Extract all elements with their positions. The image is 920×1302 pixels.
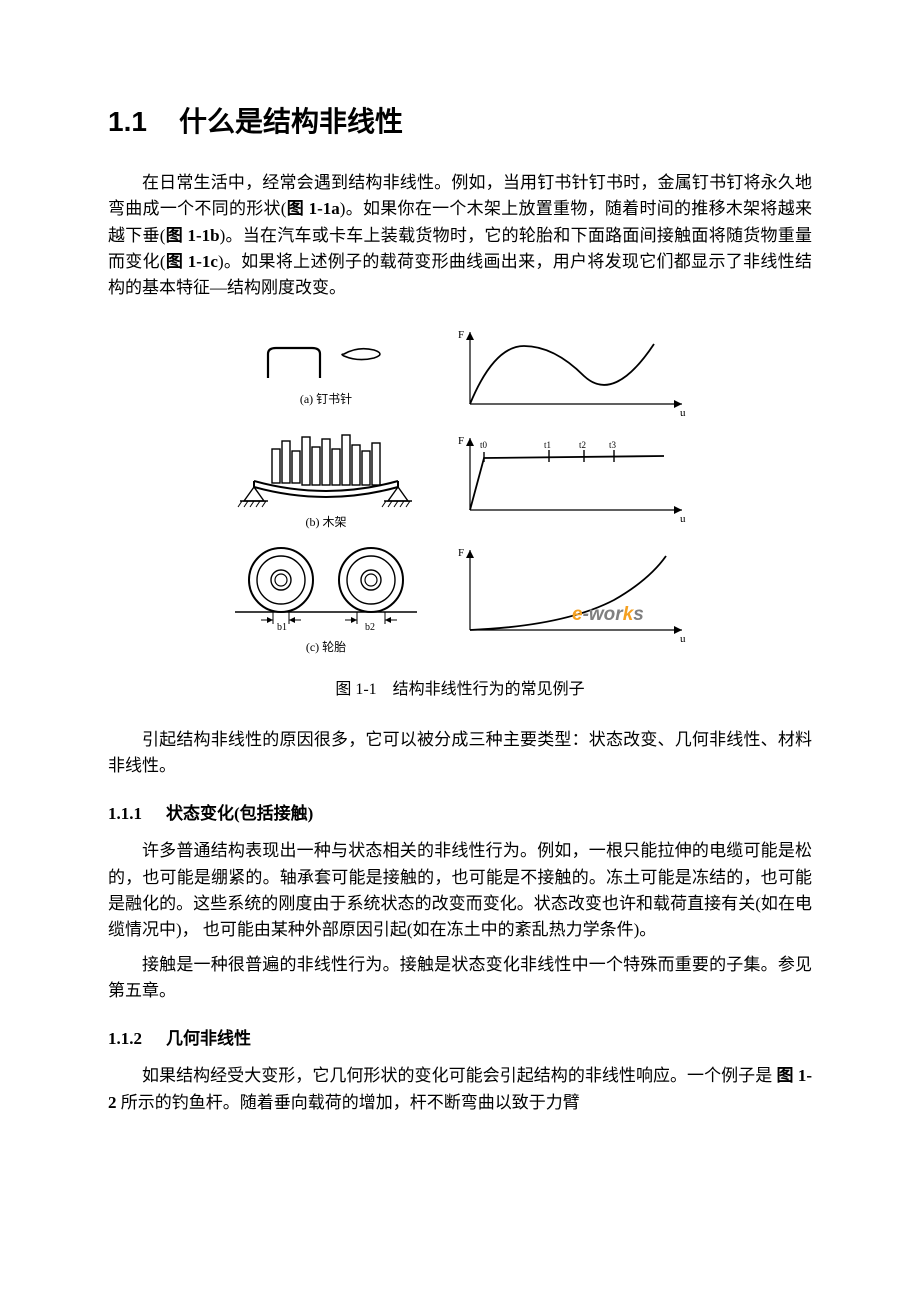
figure-1c-right: F u e-works [454,544,694,649]
eworks-watermark: e-works [572,604,644,625]
subsection-1-1-2: 1.1.2几何非线性 [108,1024,812,1049]
bookshelf-sketch [236,429,416,509]
chart-c: F u e-works [454,544,694,644]
staple-sketch [246,340,406,386]
chart-a: F u [454,326,694,416]
section-title: 1.1 什么是结构非线性 [108,100,812,140]
svg-text:t3: t3 [609,440,617,450]
svg-text:b1: b1 [277,622,287,633]
figure-1-row-a: (a) 钉书针 F u [210,326,710,421]
svg-text:b2: b2 [365,622,375,633]
section-number: 1.1 [108,106,147,137]
chart-b: F u t0 t1 t2 t3 [454,432,694,522]
figure-1a-right: F u [454,326,694,421]
svg-text:u: u [680,513,686,522]
subsection-1-1-1: 1.1.1状态变化(包括接触) [108,799,812,824]
figure-1-row-c: b1 b2 (c) 轮胎 F u [210,538,710,655]
paragraph-1: 在日常生活中，经常会遇到结构非线性。例如，当用钉书针钉书时，金属钉书钉将永久地弯… [108,170,812,302]
section-title-text: 什么是结构非线性 [179,106,403,137]
svg-text:t0: t0 [480,440,488,450]
axis-F-label: F [458,329,464,341]
svg-text:F: F [458,547,464,559]
paragraph-3: 许多普通结构表现出一种与状态相关的非线性行为。例如，一根只能拉伸的电缆可能是松的… [108,838,812,943]
svg-text:F: F [458,435,464,447]
paragraph-4: 接触是一种很普遍的非线性行为。接触是状态变化非线性中一个特殊而重要的子集。参见第… [108,952,812,1005]
figure-1a-label: (a) 钉书针 [300,390,352,407]
figure-1b-left: (b) 木架 [226,429,426,530]
svg-text:t2: t2 [579,440,586,450]
paragraph-5: 如果结构经受大变形，它几何形状的变化可能会引起结构的非线性响应。一个例子是 图 … [108,1063,812,1116]
figure-1c-label: (c) 轮胎 [306,638,346,655]
figure-1-caption: 图 1-1 结构非线性行为的常见例子 [108,675,812,699]
figure-1: (a) 钉书针 F u [210,326,710,655]
axis-u-label: u [680,407,686,416]
figure-1a-left: (a) 钉书针 [226,340,426,407]
figure-1-row-b: (b) 木架 F u t0 t1 t2 t3 [210,429,710,530]
svg-text:u: u [680,633,686,644]
figure-1c-left: b1 b2 (c) 轮胎 [226,538,426,655]
paragraph-2: 引起结构非线性的原因很多，它可以被分成三种主要类型：状态改变、几何非线性、材料非… [108,727,812,780]
svg-text:t1: t1 [544,440,551,450]
figure-1b-right: F u t0 t1 t2 t3 [454,432,694,527]
tire-sketch: b1 b2 [231,538,421,634]
figure-1b-label: (b) 木架 [306,513,347,530]
